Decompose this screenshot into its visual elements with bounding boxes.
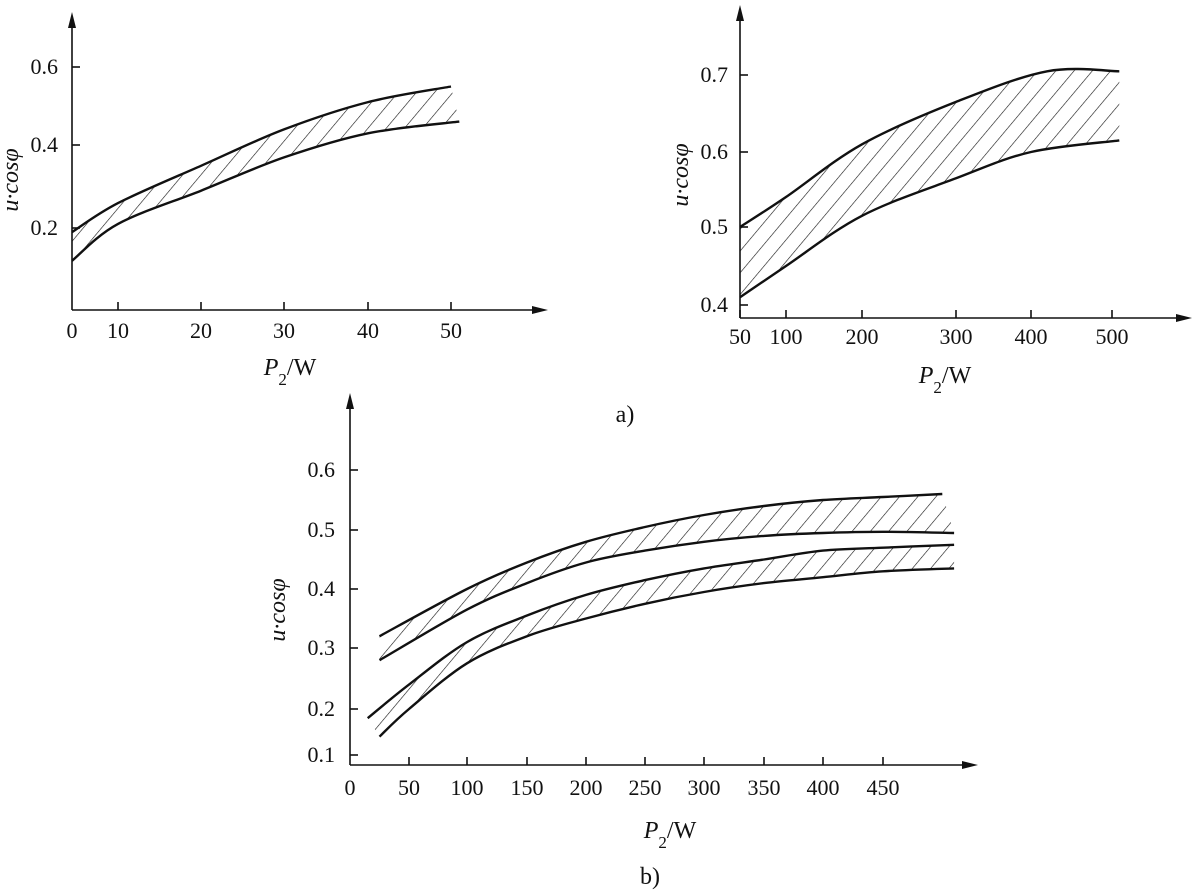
caption-a: a) [616,402,635,428]
y-tick-label: 0.5 [701,214,729,239]
y-axis-arrow [68,12,76,28]
x-tick-label: 30 [273,318,295,343]
y-tick-label: 0.6 [31,54,59,79]
y-axis-arrow [346,393,354,409]
chart-a-left: 0 10 20 30 40 50 0.2 0.4 0.6 P2/W u·cosφ [0,12,548,389]
x-axis-title-unit: /W [942,363,972,389]
chart-b: 0 50 100 150 200 250 300 350 400 450 0.1 0.2 0.3 0.4 0… [265,393,978,852]
x-axis-title-unit: /W [667,818,697,844]
y-tick-label: 0.5 [308,517,336,542]
x-tick-label: 400 [1015,324,1048,349]
band-upper-curve [739,67,1120,229]
x-tick-label: 350 [748,775,781,800]
x-tick-label: 150 [511,775,544,800]
x-axis-title-sub: 2 [933,378,942,397]
y-axis-title: u·cosφ [0,148,24,211]
x-tick-label: 40 [357,318,379,343]
y-tick-label: 0.4 [701,292,729,317]
band-lower-curve [378,530,955,662]
y-tick-label: 0.7 [701,62,729,87]
y-tick-label: 0.1 [308,742,336,767]
x-tick-label: 50 [440,318,462,343]
band-upper-curve [378,492,943,638]
y-axis-title-main: u·cos [0,162,24,212]
x-axis-title: P2/W [263,355,317,389]
y-tick-label: 0.4 [31,132,59,157]
x-axis-title-var: P [263,355,279,381]
chart-a-right: 50 100 200 300 400 500 0.4 0.5 0.6 0.7 P2/W u·cosφ [668,5,1192,397]
x-tick-label: 10 [107,318,129,343]
band-lower-curve [739,139,1120,299]
y-tick-label: 0.6 [701,139,729,164]
x-axis-title: P2/W [918,363,972,397]
y-axis-title-phi: φ [265,578,291,591]
x-tick-label: 500 [1096,324,1129,349]
band-lower-curve [71,120,460,262]
band-hatch-fill [740,68,1120,298]
x-axis-title-unit: /W [287,355,317,381]
x-axis-title-var: P [643,818,659,844]
x-tick-label: 450 [867,775,900,800]
y-axis-title-main: u·cos [668,157,694,207]
y-axis-title-phi: φ [0,148,24,161]
x-axis-title: P2/W [643,818,697,852]
y-axis-title: u·cosφ [668,143,694,206]
caption-b: b) [640,864,660,890]
band-upper-curve [71,85,452,234]
x-tick-label: 200 [846,324,879,349]
y-tick-label: 0.2 [31,215,59,240]
x-tick-label: 50 [729,324,751,349]
x-axis-title-sub: 2 [658,833,667,852]
x-axis-arrow [1176,314,1192,322]
y-axis-title-phi: φ [668,143,694,156]
y-axis-title: u·cosφ [265,578,291,641]
x-tick-label: 200 [570,775,603,800]
x-tick-label: 250 [629,775,662,800]
x-axis-title-sub: 2 [278,370,287,389]
x-tick-label: 100 [770,324,803,349]
x-tick-label: 0 [345,775,356,800]
y-axis-arrow [736,5,744,21]
x-axis-title-var: P [918,363,934,389]
y-tick-label: 0.4 [308,576,336,601]
x-tick-label: 100 [451,775,484,800]
x-tick-label: 50 [398,775,420,800]
band-lower-curve [378,567,955,738]
x-tick-label: 400 [807,775,840,800]
y-tick-label: 0.3 [308,635,336,660]
band-upper-curve [366,543,955,720]
band-hatch-fill [367,544,955,737]
y-axis-title-main: u·cos [265,592,291,642]
x-tick-label: 300 [688,775,721,800]
x-tick-label: 0 [67,318,78,343]
x-axis-arrow [962,761,978,769]
x-axis-arrow [532,306,548,314]
x-tick-label: 20 [190,318,212,343]
band-hatch-fill [72,86,460,261]
x-tick-label: 300 [940,324,973,349]
y-tick-label: 0.6 [308,457,336,482]
y-tick-label: 0.2 [308,696,336,721]
